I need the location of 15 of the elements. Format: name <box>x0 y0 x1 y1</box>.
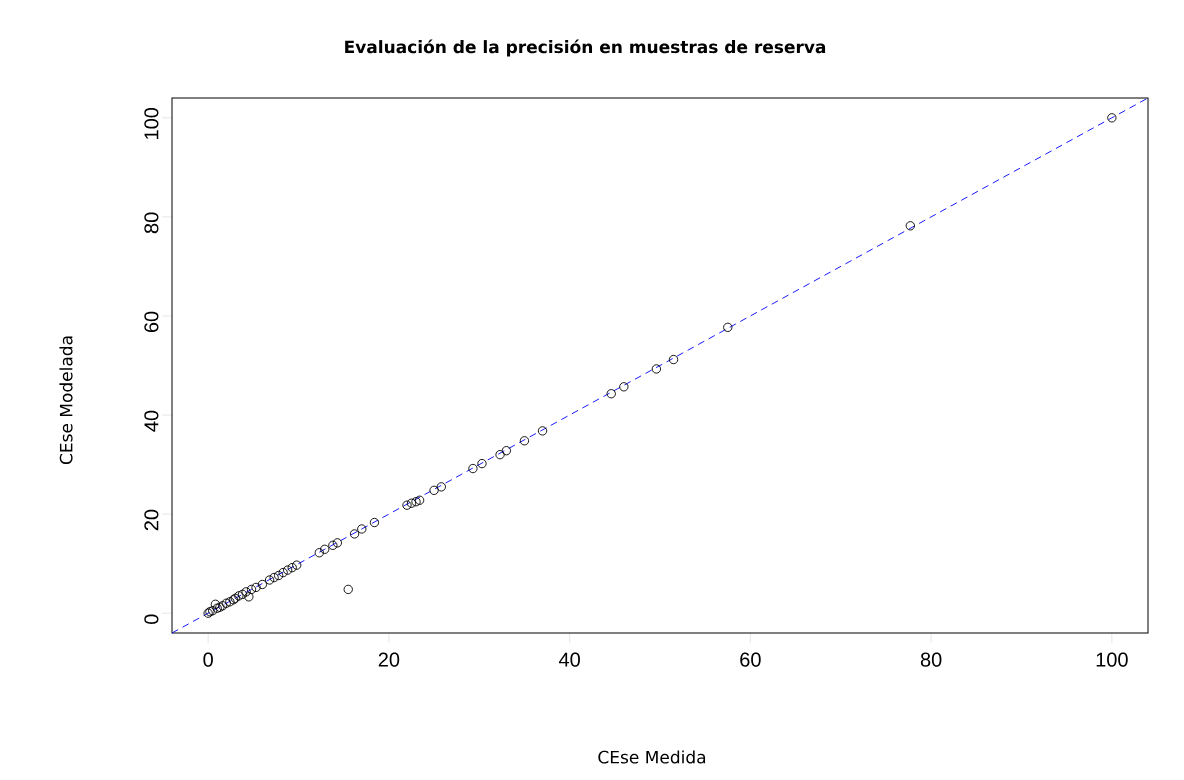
x-tick-label: 40 <box>558 652 580 667</box>
y-axis-title: CEse Modelada <box>59 336 73 465</box>
y-tick-label: 20 <box>144 509 159 531</box>
x-tick-label: 80 <box>920 652 942 667</box>
x-tick-label: 0 <box>203 652 213 667</box>
y-tick-label: 0 <box>144 614 159 624</box>
chart-title: Evaluación de la precisión en muestras de reserva <box>345 39 826 57</box>
y-tick-label: 100 <box>144 107 159 139</box>
x-tick-label: 20 <box>378 652 400 667</box>
x-axis-title: CEse Medida <box>598 750 706 764</box>
x-tick-label: 100 <box>1096 652 1128 667</box>
y-tick-label: 80 <box>144 212 159 234</box>
y-tick-label: 60 <box>144 311 159 333</box>
x-tick-label: 60 <box>740 652 761 667</box>
y-tick-label: 40 <box>144 410 159 432</box>
